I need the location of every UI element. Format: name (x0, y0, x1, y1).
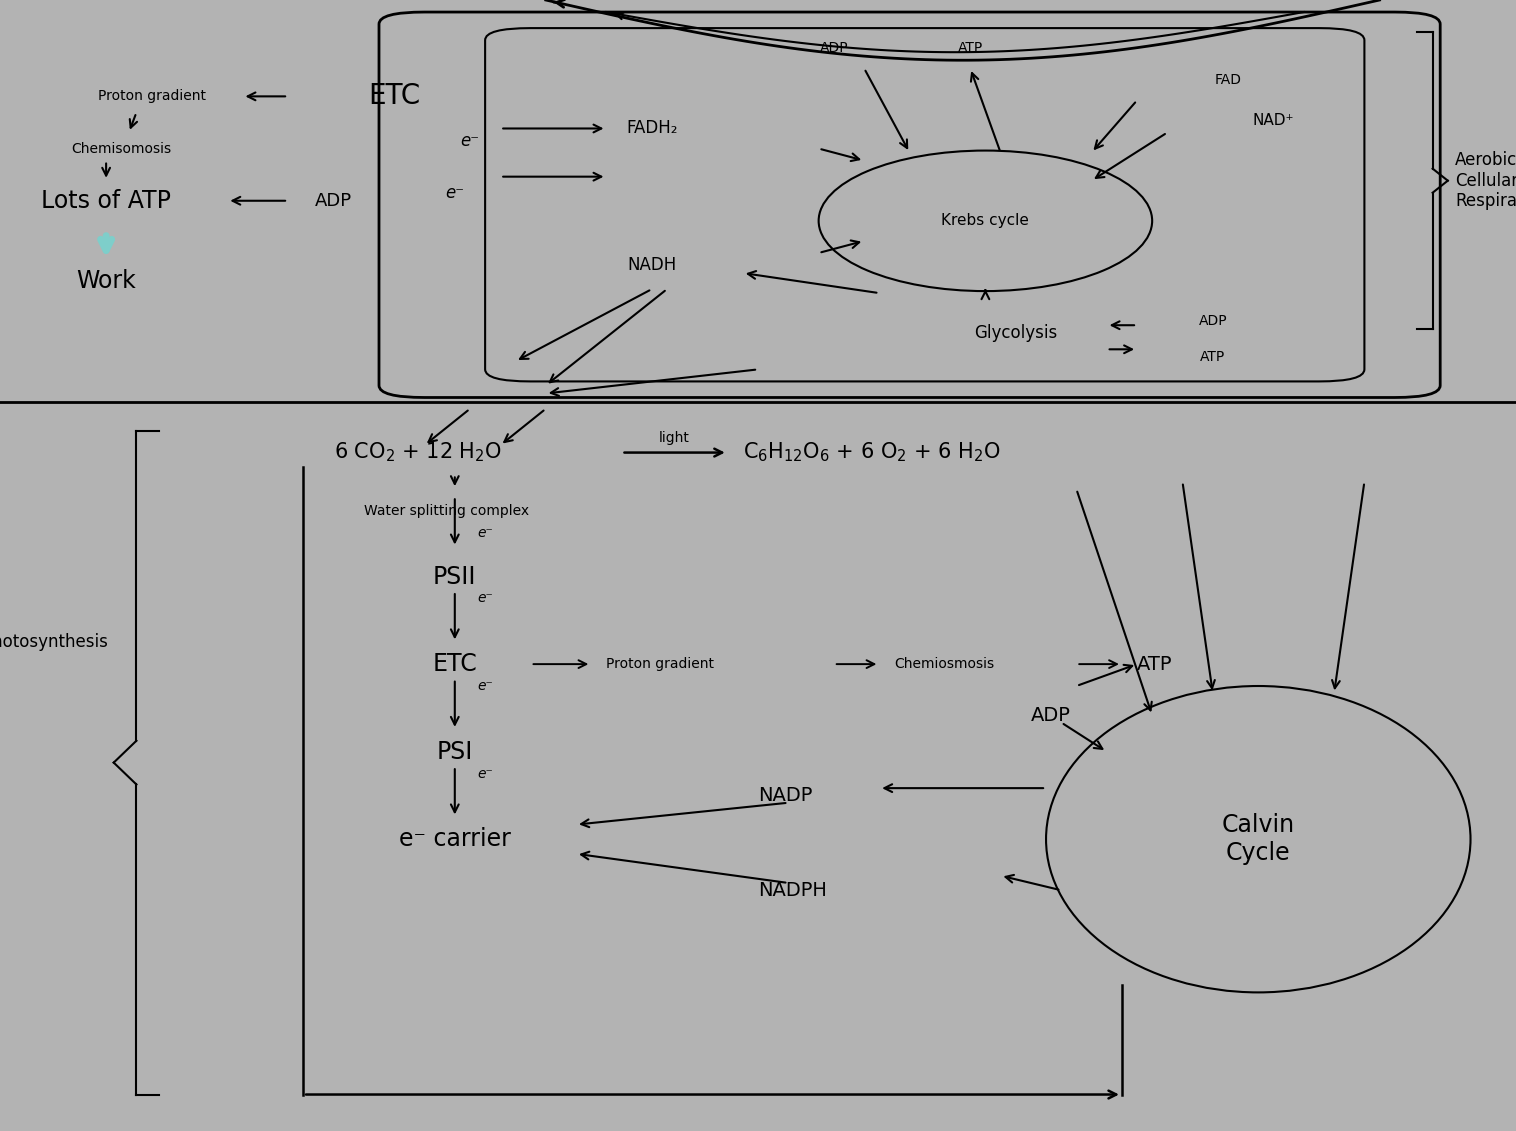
Text: e⁻: e⁻ (478, 679, 493, 693)
Text: NADP: NADP (758, 786, 813, 805)
Text: ADP: ADP (820, 41, 847, 55)
Text: Chemiosmosis: Chemiosmosis (894, 657, 994, 671)
Text: NADH: NADH (628, 256, 676, 274)
Text: FAD: FAD (1214, 74, 1242, 87)
Text: ADP: ADP (1199, 314, 1226, 328)
Text: 6 CO$_2$ + 12 H$_2$O: 6 CO$_2$ + 12 H$_2$O (334, 441, 502, 465)
Text: C$_6$H$_{12}$O$_6$ + 6 O$_2$ + 6 H$_2$O: C$_6$H$_{12}$O$_6$ + 6 O$_2$ + 6 H$_2$O (743, 441, 1001, 465)
Text: Water splitting complex: Water splitting complex (364, 504, 529, 518)
Text: ETC: ETC (368, 83, 420, 111)
Text: Proton gradient: Proton gradient (97, 89, 206, 103)
Text: e⁻: e⁻ (478, 767, 493, 780)
Text: ADP: ADP (1031, 706, 1070, 725)
Text: Krebs cycle: Krebs cycle (941, 214, 1029, 228)
Text: light: light (659, 431, 690, 444)
Text: Glycolysis: Glycolysis (975, 325, 1057, 343)
Text: FADH₂: FADH₂ (626, 120, 678, 138)
Text: e⁻: e⁻ (446, 183, 464, 201)
Text: PSI: PSI (437, 740, 473, 763)
Text: Calvin
Cycle: Calvin Cycle (1222, 813, 1295, 865)
Text: ATP: ATP (1201, 351, 1225, 364)
Text: Photosynthesis: Photosynthesis (0, 633, 109, 651)
Text: ADP: ADP (315, 192, 352, 209)
Text: Work: Work (76, 269, 136, 293)
Text: ATP: ATP (1137, 655, 1172, 674)
Text: Lots of ATP: Lots of ATP (41, 189, 171, 213)
Text: Proton gradient: Proton gradient (606, 657, 714, 671)
Text: ETC: ETC (432, 653, 478, 676)
Text: Aerobic
Cellular
Respiration: Aerobic Cellular Respiration (1455, 150, 1516, 210)
Text: ATP: ATP (958, 41, 982, 55)
Text: NAD⁺: NAD⁺ (1252, 113, 1295, 128)
Text: e⁻: e⁻ (478, 592, 493, 605)
Text: Chemisomosis: Chemisomosis (71, 141, 171, 156)
Text: e⁻ carrier: e⁻ carrier (399, 827, 511, 852)
Text: PSII: PSII (434, 564, 476, 588)
Text: e⁻: e⁻ (461, 131, 479, 149)
Text: e⁻: e⁻ (478, 526, 493, 539)
Text: NADPH: NADPH (758, 881, 826, 900)
